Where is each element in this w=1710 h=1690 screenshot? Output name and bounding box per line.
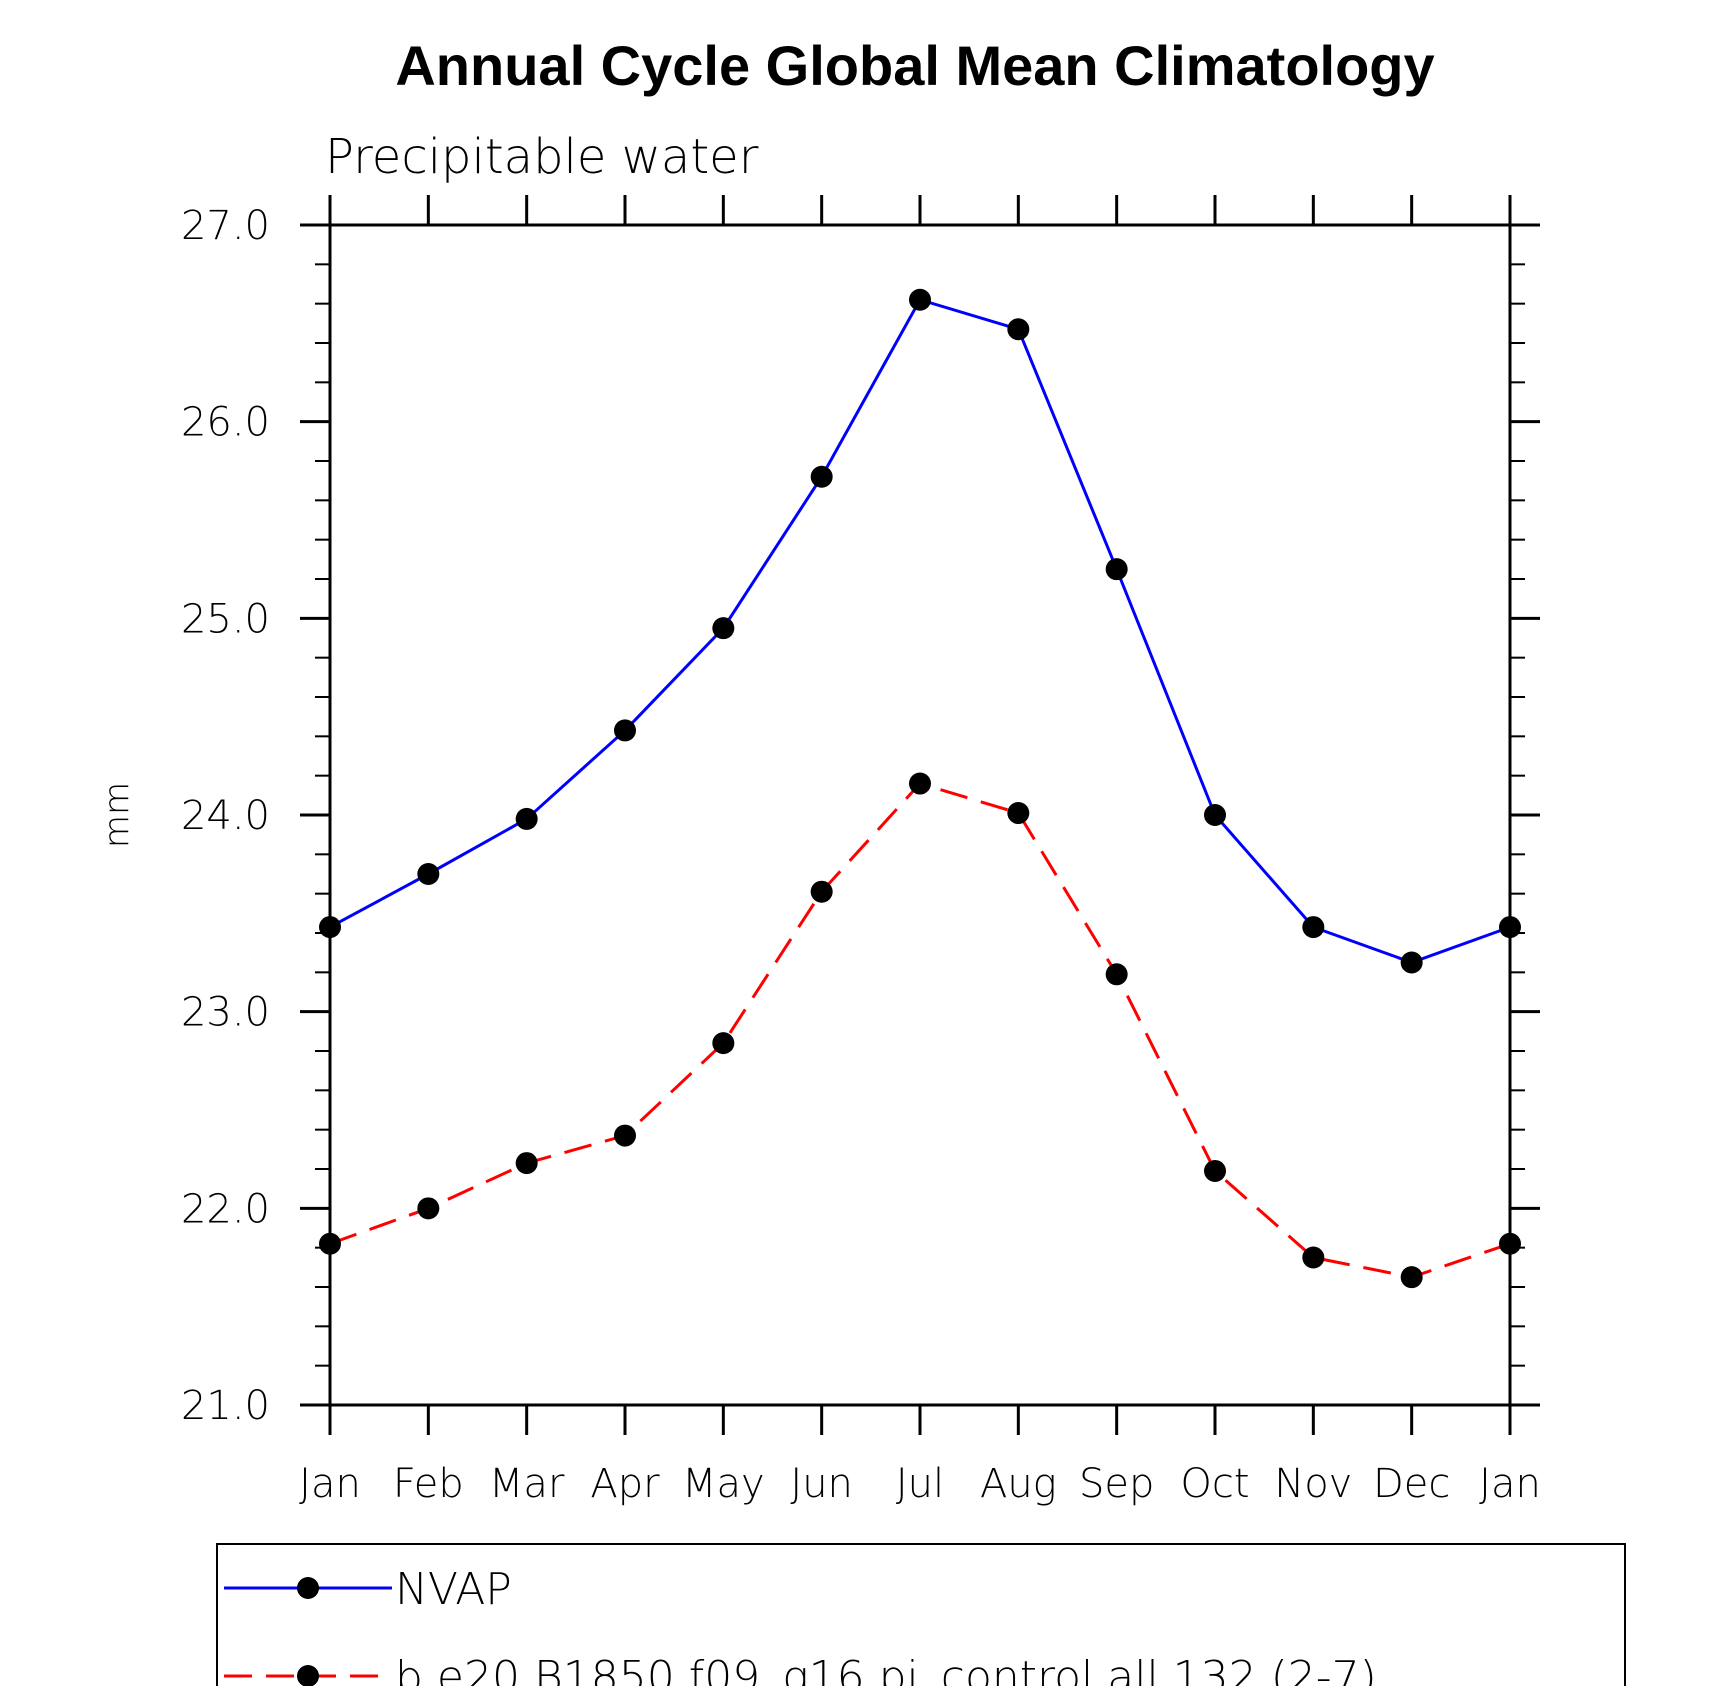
- data-point: [1302, 916, 1325, 939]
- x-tick-label: Aug: [980, 1461, 1057, 1507]
- chart-subtitle: Precipitable water: [325, 129, 759, 185]
- x-tick-label: Jan: [1479, 1461, 1541, 1507]
- data-point: [1007, 318, 1030, 341]
- legend-marker: [297, 1665, 319, 1687]
- y-tick-label: 25.0: [181, 596, 270, 642]
- y-tick-label: 21.0: [181, 1383, 270, 1429]
- x-tick-label: Jan: [299, 1461, 361, 1507]
- series-1: [319, 288, 1521, 974]
- y-tick-label: 26.0: [181, 400, 270, 446]
- data-point: [909, 772, 931, 795]
- data-point: [1105, 963, 1128, 986]
- y-tick-label: 22.0: [181, 1186, 270, 1232]
- x-tick-label: Apr: [590, 1461, 660, 1507]
- x-tick-label: Nov: [1274, 1461, 1352, 1507]
- data-point: [1204, 1159, 1226, 1182]
- y-axis-title: mm: [97, 782, 137, 848]
- series-2: [319, 772, 1521, 1289]
- data-point: [712, 1032, 735, 1055]
- series-line: [329, 781, 1511, 1279]
- series-layer: [319, 288, 1521, 1289]
- y-tick-label: 23.0: [181, 990, 270, 1036]
- data-point: [515, 807, 538, 830]
- x-tick-label: Feb: [393, 1461, 464, 1507]
- legend: NVAP b.e20.B1850.f09_g16.pi_control.all.1…: [216, 1543, 1626, 1690]
- legend-marker: [297, 1577, 319, 1599]
- data-point: [1400, 951, 1423, 974]
- data-point: [614, 719, 636, 742]
- data-point: [810, 880, 833, 903]
- series-line: [329, 297, 1511, 965]
- legend-label: b.e20.B1850.f09_g16.pi_control.all.132 (…: [395, 1652, 1377, 1686]
- data-point: [1007, 802, 1030, 825]
- data-point: [909, 288, 931, 311]
- data-point: [515, 1152, 538, 1175]
- data-point: [614, 1124, 636, 1147]
- legend-entry: b.e20.B1850.f09_g16.pi_control.all.132 (…: [224, 1652, 1377, 1690]
- plot-frame: [328, 223, 1512, 1407]
- y-axis: 21.0 22.0 23.0 24.0 25.0 26.0 27.0: [181, 203, 1540, 1429]
- x-tick-label: Jul: [896, 1461, 944, 1507]
- data-point: [1204, 804, 1226, 826]
- data-point: [1400, 1266, 1423, 1289]
- data-point: [1105, 558, 1128, 581]
- data-point: [712, 617, 735, 640]
- legend-entry: NVAP: [224, 1564, 512, 1615]
- data-point: [417, 863, 440, 885]
- x-tick-label: Oct: [1180, 1461, 1249, 1507]
- chart-title: Annual Cycle Global Mean Climatology: [395, 34, 1434, 97]
- x-tick-label: May: [682, 1461, 765, 1507]
- x-tick-label: Dec: [1373, 1461, 1450, 1507]
- x-tick-label: Sep: [1079, 1461, 1154, 1507]
- data-point: [1302, 1246, 1325, 1269]
- y-tick-label: 24.0: [181, 793, 270, 839]
- x-tick-label: Jun: [790, 1461, 853, 1507]
- data-point: [810, 465, 833, 488]
- x-axis: Jan Feb Mar Apr May Jun Jul Aug Sep Oct Nov Dec Jan: [299, 195, 1541, 1507]
- y-tick-label: 27.0: [181, 203, 270, 249]
- data-point: [417, 1197, 440, 1220]
- x-tick-label: Mar: [489, 1461, 565, 1507]
- legend-label: NVAP: [395, 1564, 512, 1615]
- legend-box: [216, 1543, 1626, 1690]
